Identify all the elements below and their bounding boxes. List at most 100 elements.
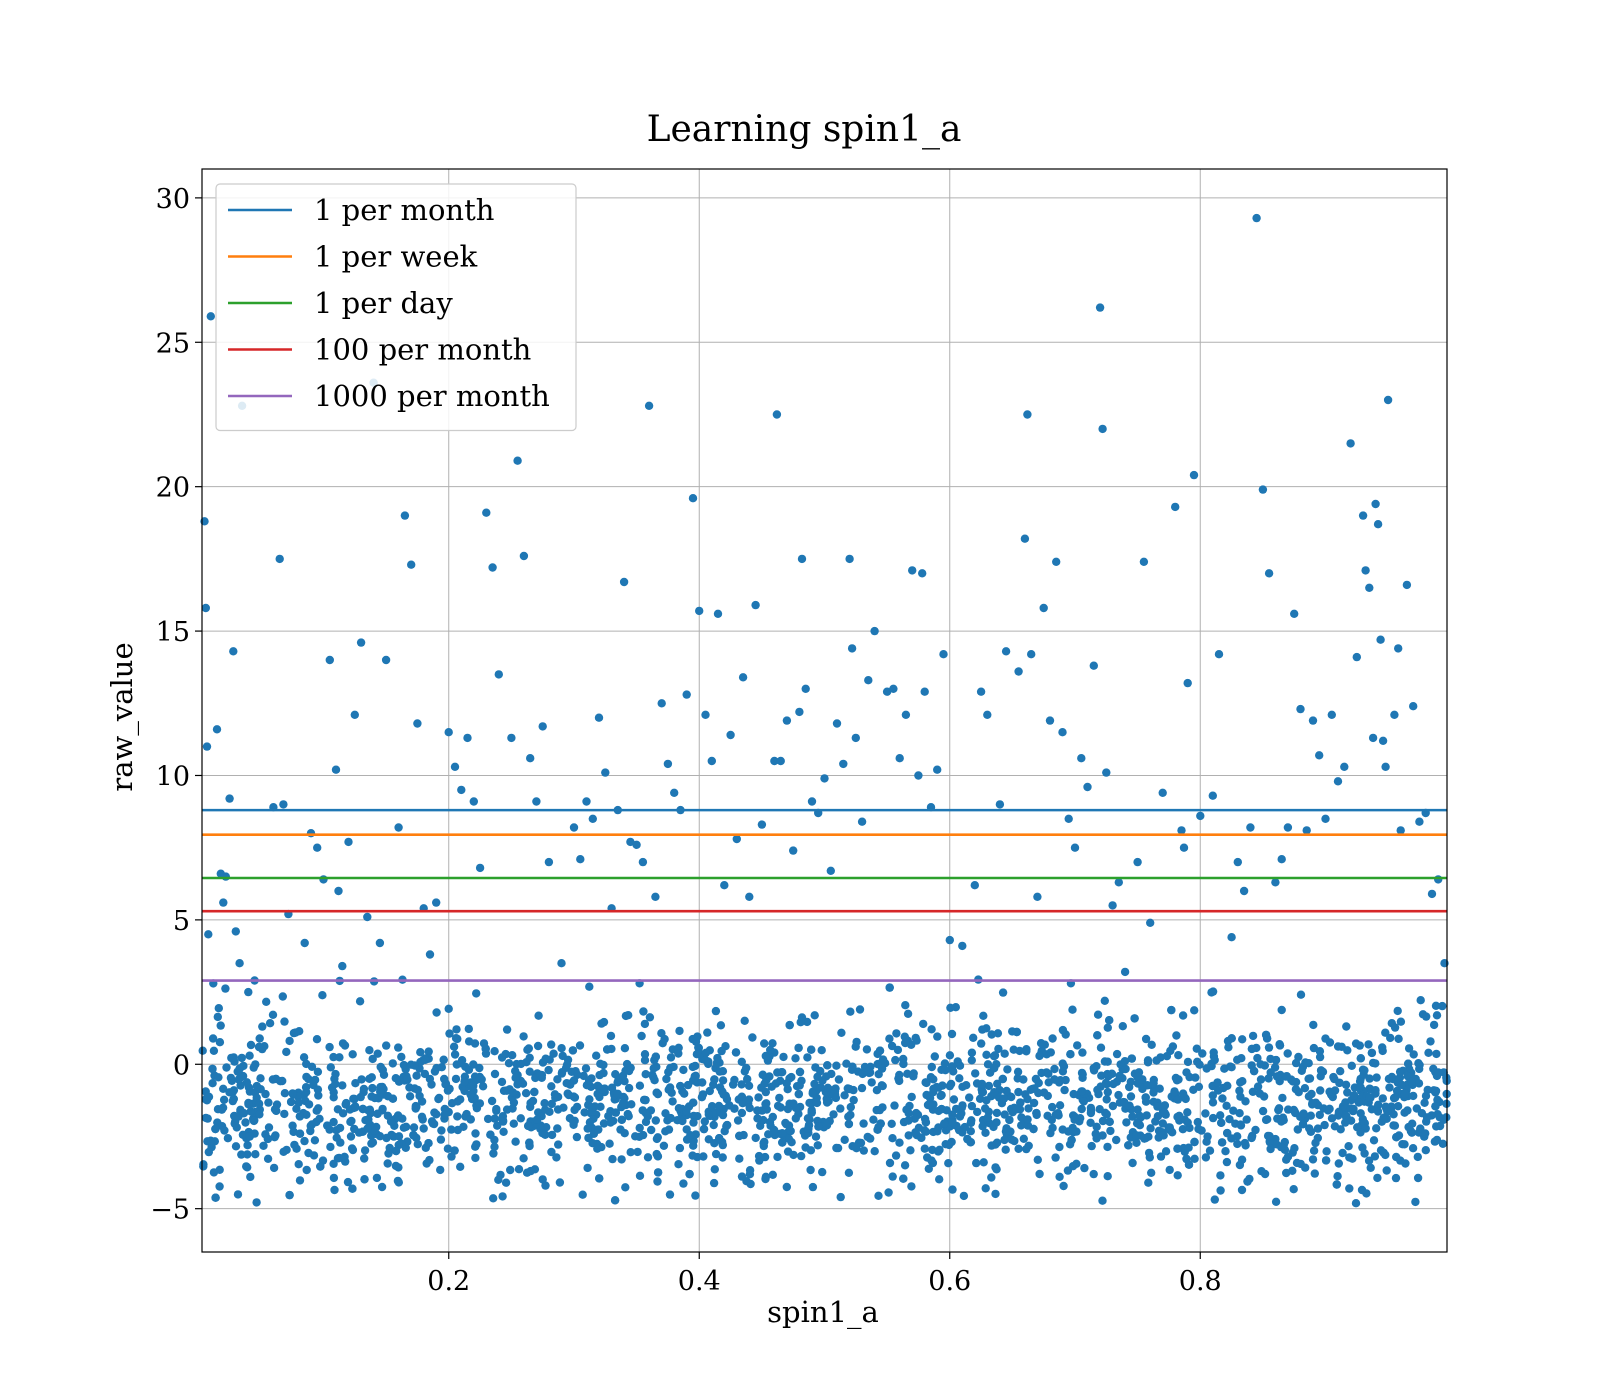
scatter-point <box>219 898 228 907</box>
y-tick-label: 15 <box>156 617 190 648</box>
scatter-point <box>1276 1142 1286 1152</box>
scatter-point <box>1217 1118 1226 1128</box>
scatter-point <box>358 1104 368 1114</box>
scatter-point <box>393 1176 403 1186</box>
scatter-point <box>429 1119 439 1129</box>
scatter-point <box>877 1081 886 1090</box>
scatter-point <box>1322 1147 1331 1156</box>
scatter-point <box>810 1079 819 1089</box>
scatter-point <box>445 1029 454 1038</box>
scatter-point <box>1283 823 1293 832</box>
scatter-point <box>689 1111 698 1121</box>
scatter-point <box>1242 1115 1251 1124</box>
scatter-point <box>775 1093 784 1103</box>
scatter-point <box>1005 1115 1014 1125</box>
scatter-point <box>651 1116 660 1125</box>
scatter-point <box>316 1162 325 1171</box>
scatter-point <box>483 1114 493 1124</box>
scatter-point <box>635 1081 645 1090</box>
scatter-point <box>657 699 666 708</box>
scatter-point <box>1048 1102 1057 1112</box>
scatter-point <box>904 1116 913 1125</box>
scatter-point <box>1077 754 1086 763</box>
scatter-point <box>1000 1049 1009 1058</box>
scatter-point <box>570 1093 580 1102</box>
scatter-point <box>1282 1155 1291 1164</box>
scatter-point <box>225 794 234 803</box>
scatter-point <box>583 1124 592 1133</box>
scatter-point <box>851 1142 860 1151</box>
scatter-point <box>1416 996 1425 1005</box>
scatter-point <box>432 1008 441 1017</box>
scatter-point <box>711 1006 721 1016</box>
scatter-point <box>1125 1082 1134 1092</box>
scatter-point <box>1029 1098 1039 1108</box>
scatter-point <box>699 1124 709 1134</box>
scatter-point <box>1264 1043 1274 1052</box>
scatter-point <box>1271 1197 1281 1207</box>
scatter-point <box>975 1094 985 1104</box>
scatter-point <box>1039 603 1048 613</box>
scatter-point <box>464 1037 474 1046</box>
scatter-point <box>363 1124 372 1133</box>
scatter-point <box>356 1092 365 1102</box>
scatter-point <box>1291 1058 1301 1068</box>
scatter-point <box>388 1094 398 1103</box>
scatter-point <box>947 1062 957 1071</box>
scatter-point <box>1313 1124 1323 1133</box>
scatter-point <box>1000 1135 1009 1145</box>
scatter-point <box>649 1064 658 1073</box>
scatter-point <box>1070 1115 1079 1124</box>
scatter-point <box>583 1163 592 1173</box>
scatter-point <box>557 959 566 968</box>
scatter-point <box>1349 1091 1359 1100</box>
scatter-point <box>1442 1113 1451 1122</box>
scatter-point <box>831 1093 841 1103</box>
scatter-point <box>269 1163 279 1173</box>
scatter-point <box>970 881 979 890</box>
scatter-point <box>375 938 385 948</box>
scatter-point <box>768 1039 777 1048</box>
scatter-point <box>740 1016 749 1025</box>
scatter-point <box>778 1138 787 1147</box>
scatter-point <box>890 1101 899 1110</box>
scatter-point <box>370 1093 379 1103</box>
scatter-point <box>796 1018 805 1027</box>
scatter-point <box>464 1024 473 1034</box>
scatter-point <box>1078 1070 1087 1079</box>
scatter-point <box>394 1043 403 1052</box>
scatter-point <box>751 1133 760 1143</box>
scatter-point <box>360 1175 369 1184</box>
scatter-point <box>627 1100 636 1109</box>
scatter-point <box>217 1105 226 1114</box>
scatter-point <box>254 1042 264 1052</box>
scatter-point <box>466 1115 475 1124</box>
scatter-point <box>751 600 760 610</box>
scatter-point <box>469 1081 478 1090</box>
scatter-point <box>373 1049 382 1058</box>
scatter-point <box>1315 1052 1325 1062</box>
scatter-point <box>464 1065 474 1075</box>
scatter-point <box>1014 1144 1023 1154</box>
scatter-point <box>973 1107 982 1117</box>
scatter-point <box>1336 1125 1345 1134</box>
scatter-point <box>409 1123 419 1132</box>
scatter-point <box>1033 1155 1043 1165</box>
scatter-point <box>245 1051 254 1060</box>
scatter-point <box>844 1168 854 1178</box>
scatter-point <box>1208 1113 1218 1123</box>
scatter-point <box>457 785 466 795</box>
axis-ticks: 0.2 0.4 0.6 0.8 −5 0 5 10 15 20 25 30 <box>150 184 1222 1297</box>
scatter-point <box>682 1107 691 1116</box>
scatter-point <box>1409 702 1418 711</box>
scatter-point <box>1020 534 1030 543</box>
scatter-point <box>501 1178 511 1187</box>
scatter-point <box>1271 1055 1281 1065</box>
scatter-point <box>1139 557 1149 566</box>
scatter-point <box>680 1089 689 1098</box>
scatter-point <box>608 1154 617 1164</box>
scatter-point <box>1243 1177 1252 1186</box>
scatter-point <box>1407 1077 1417 1087</box>
scatter-point <box>219 1084 228 1094</box>
scatter-point <box>933 1127 942 1136</box>
